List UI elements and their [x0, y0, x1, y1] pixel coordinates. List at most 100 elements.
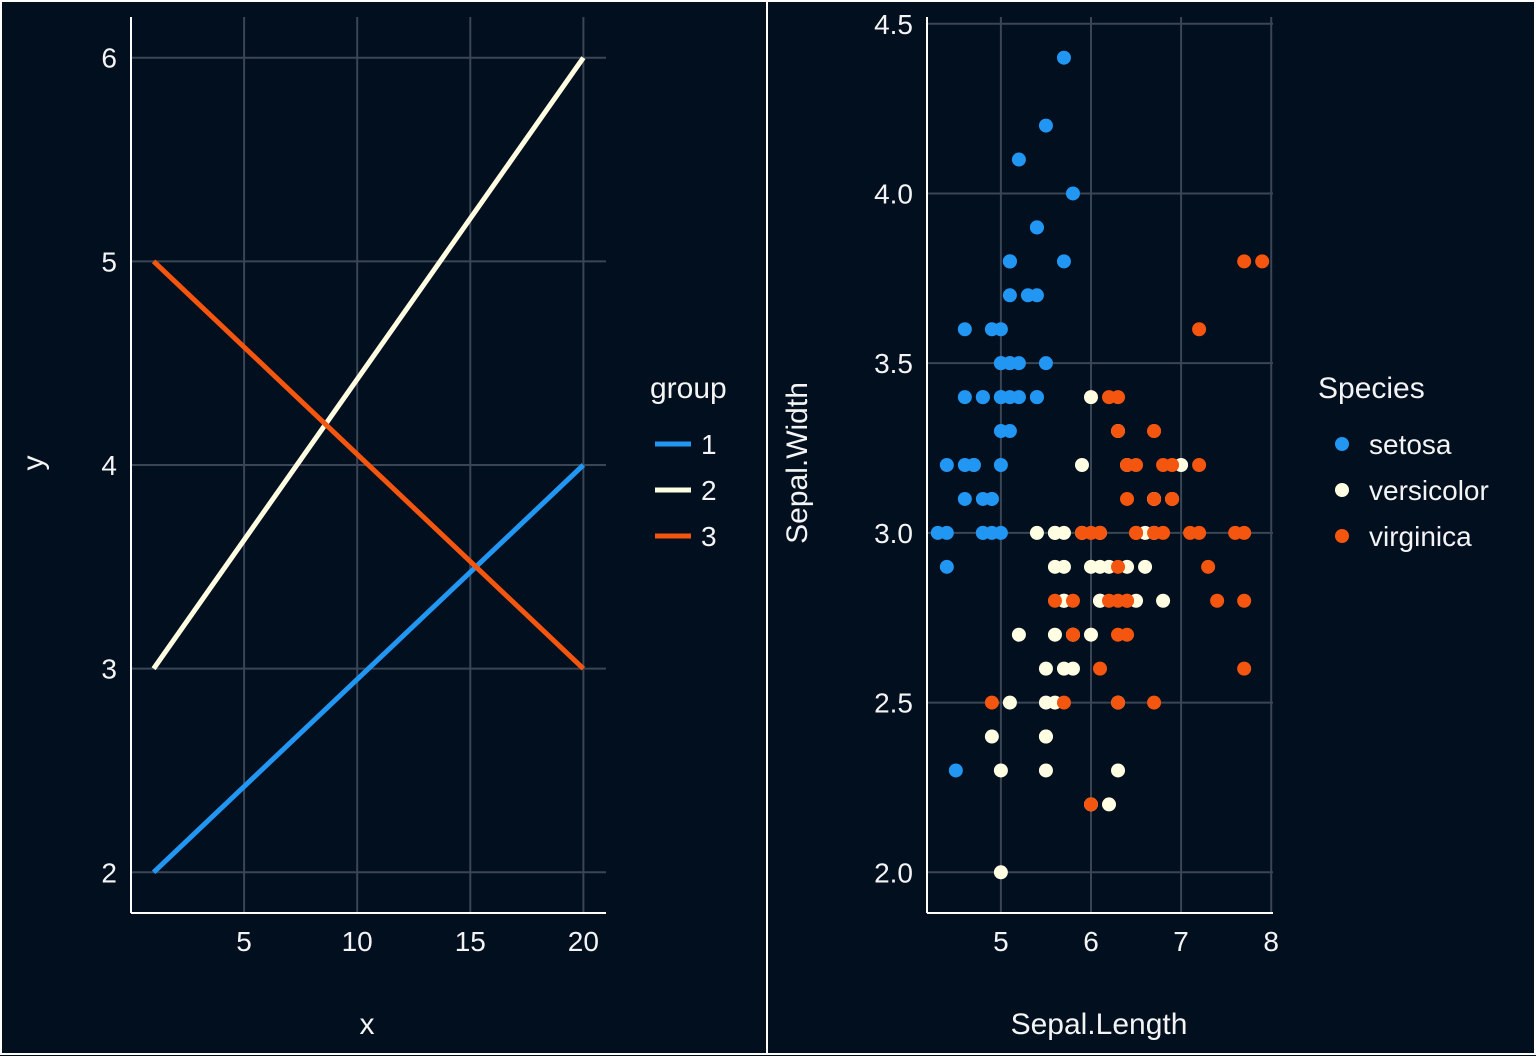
- line-chart-x-tick-label: 10: [342, 926, 373, 957]
- scatter-point-versicolor: [1156, 593, 1171, 608]
- scatter-chart-x-tick-label: 8: [1263, 926, 1279, 957]
- scatter-chart-y-tick-label: 4.5: [874, 9, 913, 40]
- line-chart-y-tick-label: 4: [101, 450, 117, 481]
- line-chart-y-tick-label: 6: [101, 43, 117, 74]
- scatter-point-virginica: [1156, 458, 1171, 472]
- scatter-point-virginica: [1056, 695, 1071, 710]
- scatter-point-versicolor: [1074, 458, 1089, 472]
- scatter-point-setosa: [1002, 254, 1017, 269]
- scatter-point-virginica: [1047, 593, 1062, 608]
- line-chart-series-line-1: [151, 463, 586, 875]
- scatter-point-virginica: [1120, 491, 1135, 506]
- scatter-point-setosa: [957, 458, 972, 472]
- scatter-point-versicolor: [1083, 627, 1098, 642]
- scatter-point-virginica: [1147, 491, 1162, 506]
- scatter-point-virginica: [1074, 525, 1089, 540]
- scatter-point-virginica: [1201, 559, 1216, 574]
- scatter-point-virginica: [1111, 593, 1126, 608]
- scatter-chart-legend-label: versicolor: [1369, 475, 1489, 506]
- scatter-point-virginica: [984, 695, 999, 710]
- scatter-point-versicolor: [1083, 559, 1098, 574]
- scatter-point-setosa: [993, 356, 1008, 371]
- scatter-point-virginica: [1093, 661, 1107, 676]
- line-chart-axes: [130, 17, 606, 914]
- scatter-point-setosa: [1011, 152, 1026, 167]
- line-chart-x-tick-label: 20: [568, 926, 599, 957]
- scatter-point-virginica: [1065, 593, 1080, 608]
- line-chart-legend-label: 3: [701, 521, 717, 552]
- scatter-point-setosa: [1020, 288, 1035, 303]
- scatter-point-virginica: [1147, 525, 1162, 540]
- scatter-point-setosa: [1056, 50, 1071, 65]
- scatter-chart-panel-border: [766, 0, 1536, 1055]
- line-chart-series-line-2: [151, 56, 586, 671]
- scatter-chart-x-axis-title: Sepal.Length: [1011, 1008, 1188, 1041]
- scatter-point-versicolor: [1029, 525, 1044, 540]
- scatter-point-setosa: [957, 491, 972, 506]
- scatter-point-setosa: [984, 322, 999, 337]
- scatter-chart-y-tick-label: 2.5: [874, 688, 913, 719]
- scatter-chart-x-tick-label: 6: [1083, 926, 1099, 957]
- scatter-point-versicolor: [993, 763, 1008, 778]
- scatter-point-setosa: [975, 525, 990, 540]
- scatter-point-virginica: [1065, 627, 1080, 642]
- scatter-chart-legend-label: virginica: [1369, 521, 1472, 552]
- scatter-point-virginica: [1237, 525, 1252, 540]
- scatter-point-versicolor: [1083, 390, 1098, 405]
- scatter-point-setosa: [1002, 288, 1017, 303]
- scatter-point-virginica: [1255, 254, 1270, 269]
- scatter-point-versicolor: [1011, 627, 1026, 642]
- scatter-point-virginica: [1102, 390, 1117, 405]
- line-chart-y-tick-label: 5: [101, 246, 117, 277]
- scatter-point-versicolor: [1065, 661, 1080, 676]
- scatter-point-versicolor: [1138, 559, 1153, 574]
- scatter-point-setosa: [1029, 220, 1044, 235]
- line-chart-panel: 5 10 15 20 2 3 4 5 6 x y group 1 2 3: [0, 0, 768, 1055]
- scatter-point-versicolor: [1038, 729, 1053, 744]
- scatter-point-versicolor: [1038, 695, 1053, 710]
- scatter-point-virginica: [1165, 491, 1180, 506]
- scatter-chart-legend-key-versicolor: [1335, 483, 1349, 497]
- scatter-point-setosa: [957, 390, 972, 405]
- scatter-chart-y-tick-label: 4.0: [874, 178, 913, 209]
- scatter-point-versicolor: [1102, 797, 1117, 812]
- scatter-point-virginica: [1111, 559, 1126, 574]
- line-chart-legend-title: group: [650, 372, 727, 405]
- scatter-point-setosa: [939, 525, 954, 540]
- scatter-chart-legend: Species setosa versicolor virginica: [1318, 372, 1489, 552]
- scatter-point-versicolor: [984, 729, 999, 744]
- scatter-point-setosa: [957, 322, 972, 337]
- scatter-chart-y-tick-label: 3.0: [874, 518, 913, 549]
- scatter-point-setosa: [993, 525, 1008, 540]
- line-chart-x-axis-title: x: [360, 1008, 375, 1041]
- scatter-chart-tick-labels: 5 6 7 8 2.0 2.5 3.0 3.5 4.0 4.5: [874, 9, 1279, 957]
- scatter-point-setosa: [993, 458, 1008, 472]
- line-chart-y-tick-label: 3: [101, 654, 117, 685]
- scatter-point-setosa: [1029, 390, 1044, 405]
- scatter-chart-points: [930, 50, 1270, 880]
- scatter-point-versicolor: [1002, 695, 1017, 710]
- scatter-point-setosa: [1011, 356, 1026, 371]
- line-chart-series: [151, 56, 586, 875]
- scatter-point-virginica: [1237, 661, 1252, 676]
- line-chart-legend-label: 2: [701, 475, 717, 506]
- scatter-point-virginica: [1120, 458, 1135, 472]
- scatter-point-virginica: [1210, 593, 1225, 608]
- line-chart-x-tick-label: 5: [236, 926, 252, 957]
- scatter-point-setosa: [1056, 254, 1071, 269]
- line-chart-y-axis-title: y: [17, 456, 50, 471]
- line-chart-tick-labels: 5 10 15 20 2 3 4 5 6: [101, 43, 599, 957]
- scatter-point-virginica: [1237, 254, 1252, 269]
- scatter-point-setosa: [948, 763, 963, 778]
- scatter-point-virginica: [1111, 695, 1126, 710]
- scatter-chart-x-tick-label: 7: [1173, 926, 1189, 957]
- scatter-point-virginica: [1237, 593, 1252, 608]
- scatter-point-versicolor: [1111, 763, 1126, 778]
- scatter-point-virginica: [1192, 525, 1207, 540]
- scatter-point-virginica: [1111, 627, 1126, 642]
- line-chart-legend: group 1 2 3: [650, 372, 727, 552]
- scatter-chart-legend-title: Species: [1318, 372, 1425, 405]
- scatter-chart-y-tick-label: 3.5: [874, 348, 913, 379]
- scatter-point-setosa: [1038, 118, 1053, 133]
- scatter-point-setosa: [1038, 356, 1053, 371]
